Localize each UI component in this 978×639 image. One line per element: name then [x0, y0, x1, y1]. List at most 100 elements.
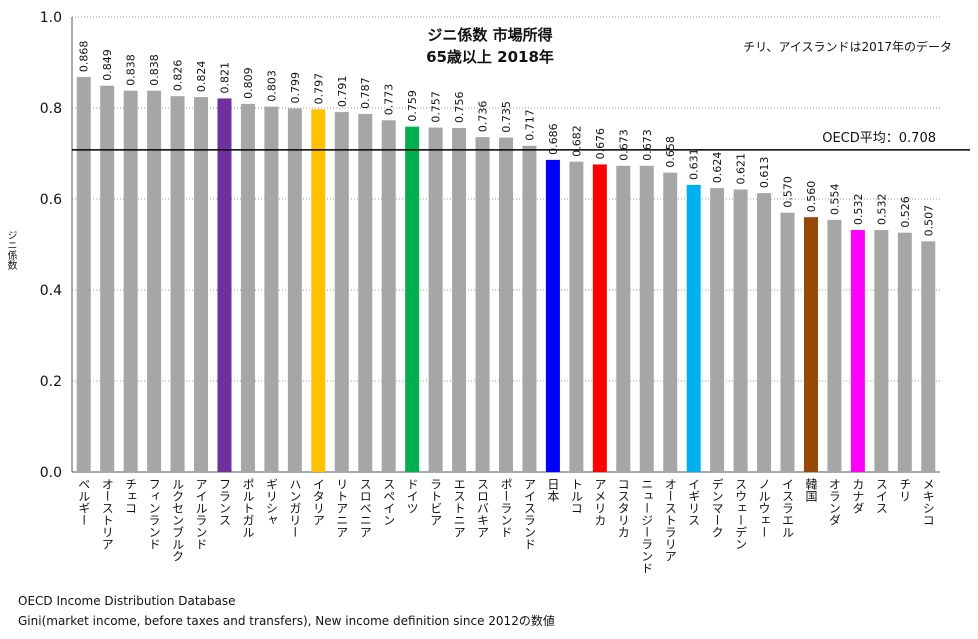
value-label: 0.717: [523, 109, 536, 141]
y-tick-label: 0.4: [40, 283, 62, 299]
bar: [405, 126, 420, 472]
value-label: 0.756: [453, 92, 466, 124]
value-label: 0.673: [641, 129, 654, 161]
bar: [311, 109, 326, 473]
bar: [897, 232, 912, 472]
bar: [76, 77, 91, 472]
x-tick-label: スロバキア: [476, 478, 490, 538]
value-label: 0.797: [312, 73, 325, 105]
x-tick-label: ベルギー: [77, 478, 91, 526]
x-tick-label: トルコ: [569, 478, 583, 514]
bar: [663, 172, 678, 473]
value-label: 0.676: [594, 128, 607, 160]
bar: [686, 184, 701, 472]
bar: [757, 193, 772, 472]
x-tick-label: カナダ: [851, 478, 865, 514]
x-tick-label: チリ: [898, 478, 912, 502]
x-tick-label: アイルランド: [194, 478, 208, 550]
bar: [381, 120, 396, 472]
value-label: 0.736: [477, 101, 490, 133]
source-line-1: OECD Income Distribution Database: [18, 594, 236, 608]
bar: [569, 161, 584, 472]
value-label: 0.631: [688, 148, 701, 180]
value-label: 0.868: [78, 41, 91, 73]
gini-bar-chart: 0.0 0.2 0.4 0.6 0.8 1.0 0.868 ベルギー 0.849 オーストリア 0.…: [40, 10, 970, 574]
x-tick-label: ルクセンブルク: [171, 478, 185, 562]
value-label: 0.507: [922, 205, 935, 237]
bar: [499, 137, 513, 472]
bar: [452, 128, 467, 472]
x-tick-label: スイス: [874, 478, 888, 514]
x-tick-label: ポーランド: [499, 478, 513, 538]
bar: [780, 212, 795, 472]
bar: [240, 103, 255, 472]
bar: [170, 96, 185, 473]
x-tick-label: ポルトガル: [241, 478, 255, 538]
bar: [264, 106, 279, 472]
x-tick-label: アメリカ: [593, 478, 607, 526]
value-label: 0.532: [875, 193, 888, 225]
value-label: 0.673: [617, 129, 630, 161]
x-tick-label: ラトビア: [429, 478, 443, 526]
bar: [592, 164, 607, 473]
value-label: 0.658: [664, 136, 677, 168]
x-tick-label: スペイン: [382, 478, 396, 526]
x-tick-label: ドイツ: [405, 478, 419, 514]
value-label: 0.838: [148, 54, 161, 86]
value-label: 0.757: [430, 91, 443, 123]
bar: [639, 165, 654, 472]
value-label: 0.838: [125, 54, 138, 86]
bar: [334, 112, 349, 472]
bar: [616, 165, 631, 472]
bar: [287, 108, 302, 472]
x-tick-label: オランダ: [827, 478, 841, 526]
value-label: 0.570: [782, 176, 795, 208]
value-label: 0.773: [383, 84, 396, 116]
value-label: 0.787: [359, 77, 372, 109]
bar: [217, 98, 232, 472]
value-label: 0.791: [336, 76, 349, 108]
bar: [710, 188, 725, 472]
x-tick-label: エストニア: [452, 478, 466, 538]
value-label: 0.621: [735, 153, 748, 185]
x-tick-label: フランス: [217, 478, 231, 526]
y-tick-label: 1.0: [40, 10, 62, 26]
value-label: 0.526: [899, 196, 912, 228]
x-tick-label: スウェーデン: [734, 478, 748, 550]
bar: [147, 90, 162, 473]
value-label: 0.824: [195, 61, 208, 93]
x-tick-label: 韓国: [804, 478, 818, 502]
value-label: 0.809: [242, 67, 255, 99]
x-tick-label: ノルウェー: [757, 478, 771, 538]
value-label: 0.532: [852, 193, 865, 225]
bar: [522, 145, 537, 472]
x-tick-label: イスラエル: [781, 478, 795, 538]
x-tick-label: リトアニア: [335, 478, 349, 538]
bar: [358, 113, 373, 472]
value-label: 0.560: [805, 181, 818, 213]
value-label: 0.803: [265, 70, 278, 102]
bar: [827, 219, 842, 472]
chart-title: ジニ係数 市場所得: [427, 26, 553, 44]
y-tick-label: 0.8: [40, 101, 62, 117]
bar: [475, 137, 490, 472]
x-tick-label: ギリシャ: [264, 478, 278, 526]
value-label: 0.826: [172, 60, 185, 92]
bar: [100, 85, 115, 472]
x-tick-label: チェコ: [124, 478, 138, 514]
bar: [803, 217, 818, 472]
value-label: 0.735: [500, 101, 513, 133]
bar: [921, 241, 936, 472]
y-tick-label: 0.0: [40, 465, 62, 481]
value-label: 0.554: [828, 183, 841, 215]
x-tick-label: デンマーク: [710, 478, 724, 538]
source-line-2: Gini(market income, before taxes and tra…: [18, 614, 555, 628]
x-tick-label: ニュージーランド: [640, 478, 654, 574]
value-label: 0.624: [711, 152, 724, 184]
value-label: 0.849: [101, 49, 114, 80]
bar: [123, 90, 138, 473]
x-tick-label: イギリス: [687, 478, 701, 526]
value-label: 0.613: [758, 157, 771, 189]
y-tick-label: 0.6: [40, 192, 62, 208]
x-tick-label: オーストリア: [100, 478, 114, 550]
